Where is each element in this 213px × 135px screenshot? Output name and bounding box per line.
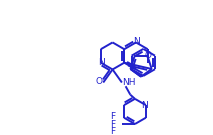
Text: N: N <box>98 58 105 67</box>
Text: N: N <box>141 101 148 110</box>
Text: F: F <box>110 119 115 129</box>
Text: F: F <box>110 112 115 121</box>
Text: O: O <box>95 77 102 86</box>
Text: O: O <box>144 51 151 60</box>
Text: NH: NH <box>123 78 136 87</box>
Text: N: N <box>134 37 140 46</box>
Text: F: F <box>110 127 115 135</box>
